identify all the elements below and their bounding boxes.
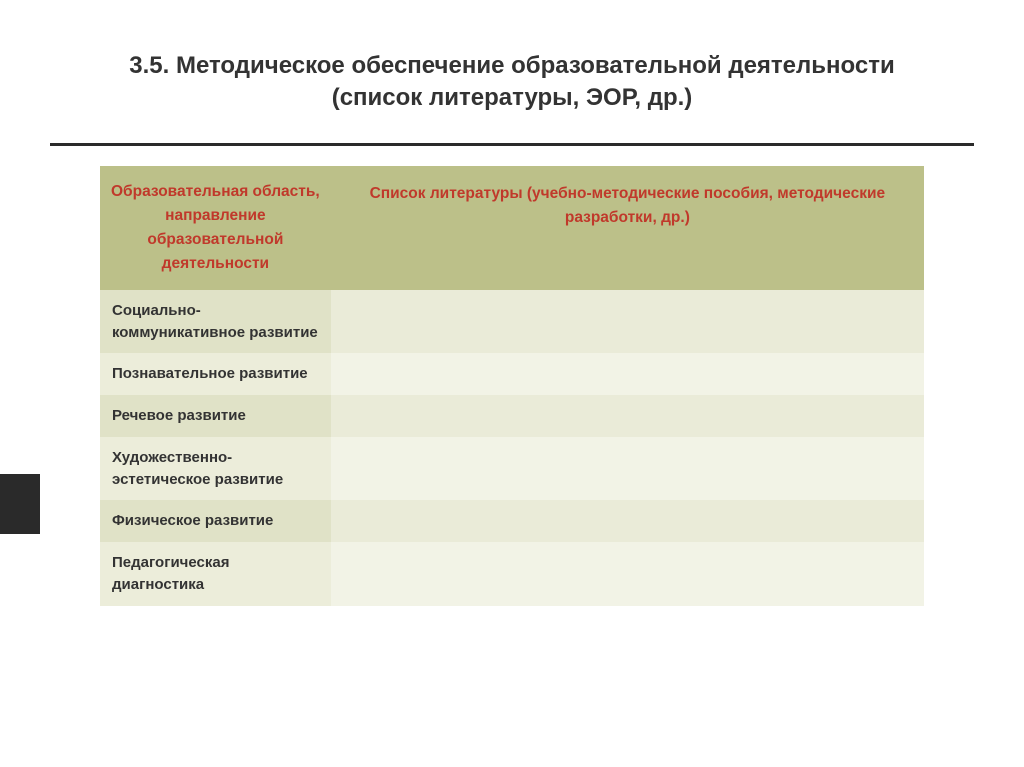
table-row: Художественно-эстетическое развитие bbox=[100, 437, 924, 501]
literature-table: Образовательная область, направление обр… bbox=[100, 166, 924, 606]
row-value bbox=[331, 290, 924, 354]
row-label: Педагогическая диагностика bbox=[100, 542, 331, 606]
table-row: Физическое развитие bbox=[100, 500, 924, 542]
row-label: Социально-коммуникативное развитие bbox=[100, 290, 331, 354]
table-row: Познавательное развитие bbox=[100, 353, 924, 395]
row-label: Речевое развитие bbox=[100, 395, 331, 437]
title-divider bbox=[50, 143, 974, 146]
table-row: Педагогическая диагностика bbox=[100, 542, 924, 606]
row-value bbox=[331, 437, 924, 501]
column-header-area: Образовательная область, направление обр… bbox=[100, 166, 331, 290]
table-row: Социально-коммуникативное развитие bbox=[100, 290, 924, 354]
row-label: Познавательное развитие bbox=[100, 353, 331, 395]
row-label: Физическое развитие bbox=[100, 500, 331, 542]
row-label: Художественно-эстетическое развитие bbox=[100, 437, 331, 501]
divider-wrap bbox=[0, 143, 1024, 146]
table-row: Речевое развитие bbox=[100, 395, 924, 437]
column-header-literature: Список литературы (учебно-методические п… bbox=[331, 166, 924, 290]
row-value bbox=[331, 542, 924, 606]
side-accent-bar bbox=[0, 474, 40, 534]
table-container: Образовательная область, направление обр… bbox=[0, 166, 1024, 606]
table-header-row: Образовательная область, направление обр… bbox=[100, 166, 924, 290]
slide-title: 3.5. Методическое обеспечение образовате… bbox=[0, 0, 1024, 135]
row-value bbox=[331, 395, 924, 437]
row-value bbox=[331, 500, 924, 542]
row-value bbox=[331, 353, 924, 395]
